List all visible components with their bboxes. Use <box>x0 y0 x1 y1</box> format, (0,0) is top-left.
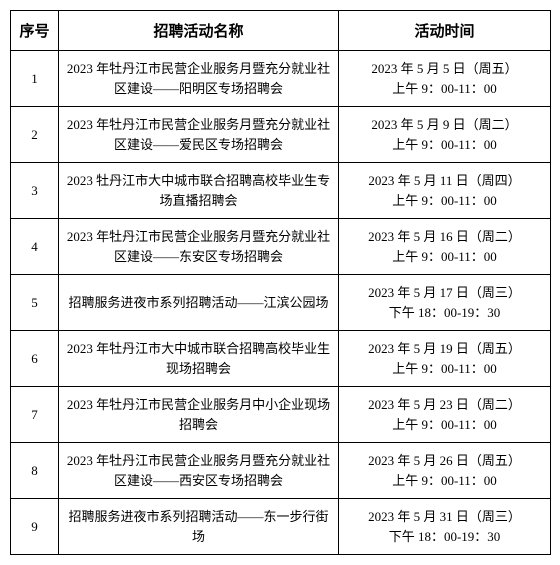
cell-name: 招聘服务进夜市系列招聘活动——东一步行街场 <box>59 499 339 555</box>
cell-time: 2023 年 5 月 26 日（周五）上午 9：00-11：00 <box>339 443 551 499</box>
table-row: 82023 年牡丹江市民营企业服务月暨充分就业社区建设——西安区专场招聘会202… <box>11 443 551 499</box>
cell-time: 2023 年 5 月 23 日（周二）上午 9：00-11：00 <box>339 387 551 443</box>
cell-time: 2023 年 5 月 16 日（周二）上午 9：00-11：00 <box>339 219 551 275</box>
time-date: 2023 年 5 月 16 日（周二） <box>345 227 544 247</box>
cell-index: 3 <box>11 163 59 219</box>
cell-index: 5 <box>11 275 59 331</box>
time-hours: 上午 9：00-11：00 <box>345 191 544 211</box>
cell-name: 2023 年牡丹江市民营企业服务月暨充分就业社区建设——爱民区专场招聘会 <box>59 107 339 163</box>
cell-time: 2023 年 5 月 19 日（周五）上午 9：00-11：00 <box>339 331 551 387</box>
cell-index: 7 <box>11 387 59 443</box>
table-body: 12023 年牡丹江市民营企业服务月暨充分就业社区建设——阳明区专场招聘会202… <box>11 51 551 555</box>
time-date: 2023 年 5 月 17 日（周三） <box>345 283 544 303</box>
time-date: 2023 年 5 月 23 日（周二） <box>345 395 544 415</box>
cell-name: 招聘服务进夜市系列招聘活动——江滨公园场 <box>59 275 339 331</box>
table-row: 62023 年牡丹江市大中城市联合招聘高校毕业生现场招聘会2023 年 5 月 … <box>11 331 551 387</box>
cell-time: 2023 年 5 月 11 日（周四）上午 9：00-11：00 <box>339 163 551 219</box>
table-row: 12023 年牡丹江市民营企业服务月暨充分就业社区建设——阳明区专场招聘会202… <box>11 51 551 107</box>
header-row: 序号 招聘活动名称 活动时间 <box>11 11 551 51</box>
cell-name: 2023 年牡丹江市民营企业服务月暨充分就业社区建设——西安区专场招聘会 <box>59 443 339 499</box>
table-row: 5招聘服务进夜市系列招聘活动——江滨公园场2023 年 5 月 17 日（周三）… <box>11 275 551 331</box>
cell-time: 2023 年 5 月 5 日（周五）上午 9：00-11：00 <box>339 51 551 107</box>
table-row: 32023 牡丹江市大中城市联合招聘高校毕业生专场直播招聘会2023 年 5 月… <box>11 163 551 219</box>
time-date: 2023 年 5 月 9 日（周二） <box>345 115 544 135</box>
time-hours: 上午 9：00-11：00 <box>345 471 544 491</box>
time-date: 2023 年 5 月 31 日（周三） <box>345 507 544 527</box>
time-hours: 上午 9：00-11：00 <box>345 79 544 99</box>
cell-index: 1 <box>11 51 59 107</box>
table-row: 22023 年牡丹江市民营企业服务月暨充分就业社区建设——爱民区专场招聘会202… <box>11 107 551 163</box>
header-name: 招聘活动名称 <box>59 11 339 51</box>
time-date: 2023 年 5 月 26 日（周五） <box>345 451 544 471</box>
recruitment-schedule-table: 序号 招聘活动名称 活动时间 12023 年牡丹江市民营企业服务月暨充分就业社区… <box>10 10 551 555</box>
table-row: 9招聘服务进夜市系列招聘活动——东一步行街场2023 年 5 月 31 日（周三… <box>11 499 551 555</box>
time-date: 2023 年 5 月 19 日（周五） <box>345 339 544 359</box>
cell-index: 4 <box>11 219 59 275</box>
time-hours: 上午 9：00-11：00 <box>345 135 544 155</box>
header-index: 序号 <box>11 11 59 51</box>
cell-name: 2023 牡丹江市大中城市联合招聘高校毕业生专场直播招聘会 <box>59 163 339 219</box>
cell-time: 2023 年 5 月 31 日（周三）下午 18：00-19：30 <box>339 499 551 555</box>
table-row: 42023 年牡丹江市民营企业服务月暨充分就业社区建设——东安区专场招聘会202… <box>11 219 551 275</box>
time-hours: 上午 9：00-11：00 <box>345 415 544 435</box>
cell-name: 2023 年牡丹江市民营企业服务月中小企业现场招聘会 <box>59 387 339 443</box>
time-hours: 下午 18：00-19：30 <box>345 303 544 323</box>
cell-name: 2023 年牡丹江市大中城市联合招聘高校毕业生现场招聘会 <box>59 331 339 387</box>
time-hours: 上午 9：00-11：00 <box>345 359 544 379</box>
time-hours: 下午 18：00-19：30 <box>345 527 544 547</box>
table-row: 72023 年牡丹江市民营企业服务月中小企业现场招聘会2023 年 5 月 23… <box>11 387 551 443</box>
time-date: 2023 年 5 月 5 日（周五） <box>345 59 544 79</box>
cell-index: 8 <box>11 443 59 499</box>
cell-name: 2023 年牡丹江市民营企业服务月暨充分就业社区建设——东安区专场招聘会 <box>59 219 339 275</box>
cell-time: 2023 年 5 月 17 日（周三）下午 18：00-19：30 <box>339 275 551 331</box>
time-date: 2023 年 5 月 11 日（周四） <box>345 171 544 191</box>
time-hours: 上午 9：00-11：00 <box>345 247 544 267</box>
cell-index: 9 <box>11 499 59 555</box>
cell-name: 2023 年牡丹江市民营企业服务月暨充分就业社区建设——阳明区专场招聘会 <box>59 51 339 107</box>
cell-index: 6 <box>11 331 59 387</box>
header-time: 活动时间 <box>339 11 551 51</box>
cell-time: 2023 年 5 月 9 日（周二）上午 9：00-11：00 <box>339 107 551 163</box>
cell-index: 2 <box>11 107 59 163</box>
